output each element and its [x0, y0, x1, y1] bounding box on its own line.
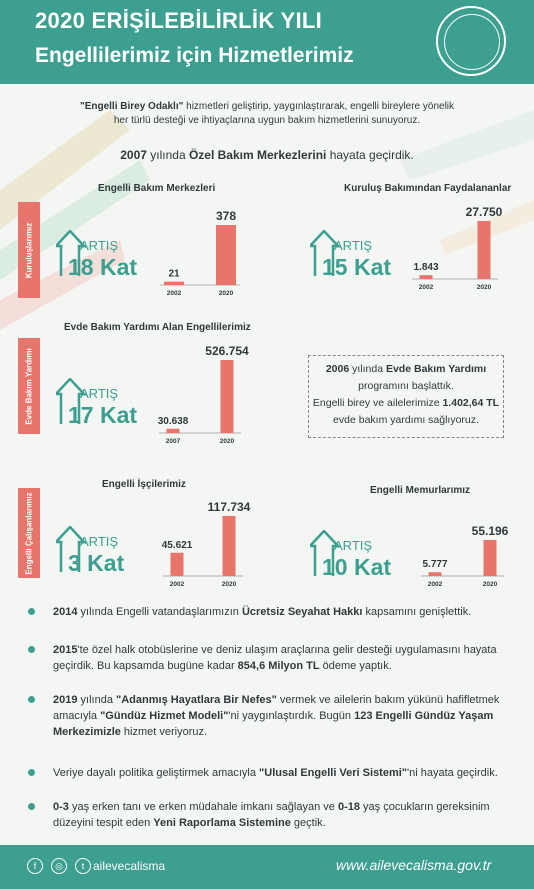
bar-2020 — [483, 540, 497, 576]
artis-label: ARTIŞ — [80, 238, 119, 253]
bar-value-label: 5.777 — [422, 559, 447, 570]
bar-2002 — [428, 572, 442, 576]
x-tick-label: 2002 — [167, 290, 182, 297]
chart-title-bakim-merkezleri: Engelli Bakım Merkezleri — [98, 183, 216, 194]
bar-2020 — [477, 221, 491, 279]
bar-value-label: 526.754 — [205, 344, 249, 358]
artis-label: ARTIŞ — [80, 534, 119, 549]
twitter-icon[interactable]: t — [75, 858, 91, 874]
bar-2002 — [170, 552, 184, 576]
up-arrow-icon — [56, 230, 86, 276]
x-tick-label: 2020 — [219, 290, 234, 297]
increase-value: 15 Kat — [322, 254, 392, 280]
up-arrow-icon — [310, 530, 340, 576]
bullet-dot — [28, 608, 35, 615]
bar-value-label: 27.750 — [466, 205, 503, 219]
footer-bar: f ◎ t ailevecalisma www.ailevecalisma.go… — [0, 845, 534, 889]
increase-badge-engelli-memurlar: ARTIŞ 10 Kat — [306, 530, 426, 590]
social-handle[interactable]: ailevecalisma — [93, 859, 166, 873]
up-arrow-icon — [310, 230, 340, 276]
x-tick-label: 2002 — [428, 581, 443, 588]
bar-value-label: 55.196 — [472, 524, 509, 538]
chart-title-evde-bakim: Evde Bakım Yardımı Alan Engellilerimiz — [64, 322, 251, 333]
intro-2007-line: 2007 yılında Özel Bakım Merkezlerini hay… — [120, 148, 414, 162]
x-tick-label: 2020 — [220, 438, 235, 445]
bullet-dot — [28, 646, 35, 653]
bullet-dot — [28, 803, 35, 810]
bar-value-label: 117.734 — [208, 500, 251, 514]
side-label-engelli-calisanlar: Engelli Çalışanlarımız — [18, 488, 40, 578]
increase-value: 3 Kat — [68, 550, 125, 576]
instagram-icon[interactable]: ◎ — [51, 858, 67, 874]
page-title: 2020 ERİŞİLEBİLİRLİK YILI — [35, 8, 323, 33]
artis-label: ARTIŞ — [80, 386, 119, 401]
chart-title-kurulus-bakimi: Kuruluş Bakımından Faydalananlar — [344, 183, 512, 194]
chart-title-engelli-isciler: Engelli İşçilerimiz — [102, 479, 186, 490]
x-tick-label: 2020 — [483, 581, 498, 588]
bullet-dot — [28, 769, 35, 776]
bar-2020 — [220, 360, 234, 433]
page-subtitle: Engellilerimiz için Hizmetlerimiz — [35, 44, 354, 67]
increase-value: 18 Kat — [68, 254, 138, 280]
bullet-dot — [28, 696, 35, 703]
intro-text: "Engelli Birey Odaklı" hizmetleri gelişt… — [79, 101, 455, 126]
increase-value: 10 Kat — [322, 554, 392, 580]
bar-value-label: 378 — [216, 209, 236, 223]
evde-bakim-info-box: 2006 yılında Evde Bakım Yardımı programı… — [308, 355, 504, 438]
side-label-evde-bakim: Evde Bakım Yardımı — [18, 338, 40, 434]
increase-value: 17 Kat — [68, 402, 138, 428]
artis-label: ARTIŞ — [334, 538, 373, 553]
up-arrow-icon — [56, 526, 86, 572]
increase-badge-bakim-merkezleri: ARTIŞ 18 Kat — [52, 230, 172, 290]
increase-badge-engelli-isciler: ARTIŞ 3 Kat — [52, 526, 172, 586]
chart-title-engelli-memurlar: Engelli Memurlarımız — [370, 485, 471, 496]
artis-label: ARTIŞ — [334, 238, 373, 253]
side-label-kuruluslar: Kuruluşlarımız — [18, 202, 40, 298]
bar-2020 — [216, 225, 236, 285]
x-tick-label: 2020 — [222, 581, 237, 588]
up-arrow-icon — [56, 378, 86, 424]
x-tick-label: 2020 — [477, 284, 492, 291]
increase-badge-kurulus-bakimi: ARTIŞ 15 Kat — [306, 230, 426, 290]
bar-2020 — [222, 516, 236, 576]
facebook-icon[interactable]: f — [27, 858, 43, 874]
increase-badge-evde-bakim: ARTIŞ 17 Kat — [52, 378, 172, 438]
x-tick-label: 2007 — [166, 438, 181, 445]
ministry-seal-logo — [436, 6, 506, 76]
header-banner: 2020 ERİŞİLEBİLİRLİK YILI Engellilerimiz… — [0, 0, 534, 84]
website-link[interactable]: www.ailevecalisma.gov.tr — [336, 857, 492, 873]
